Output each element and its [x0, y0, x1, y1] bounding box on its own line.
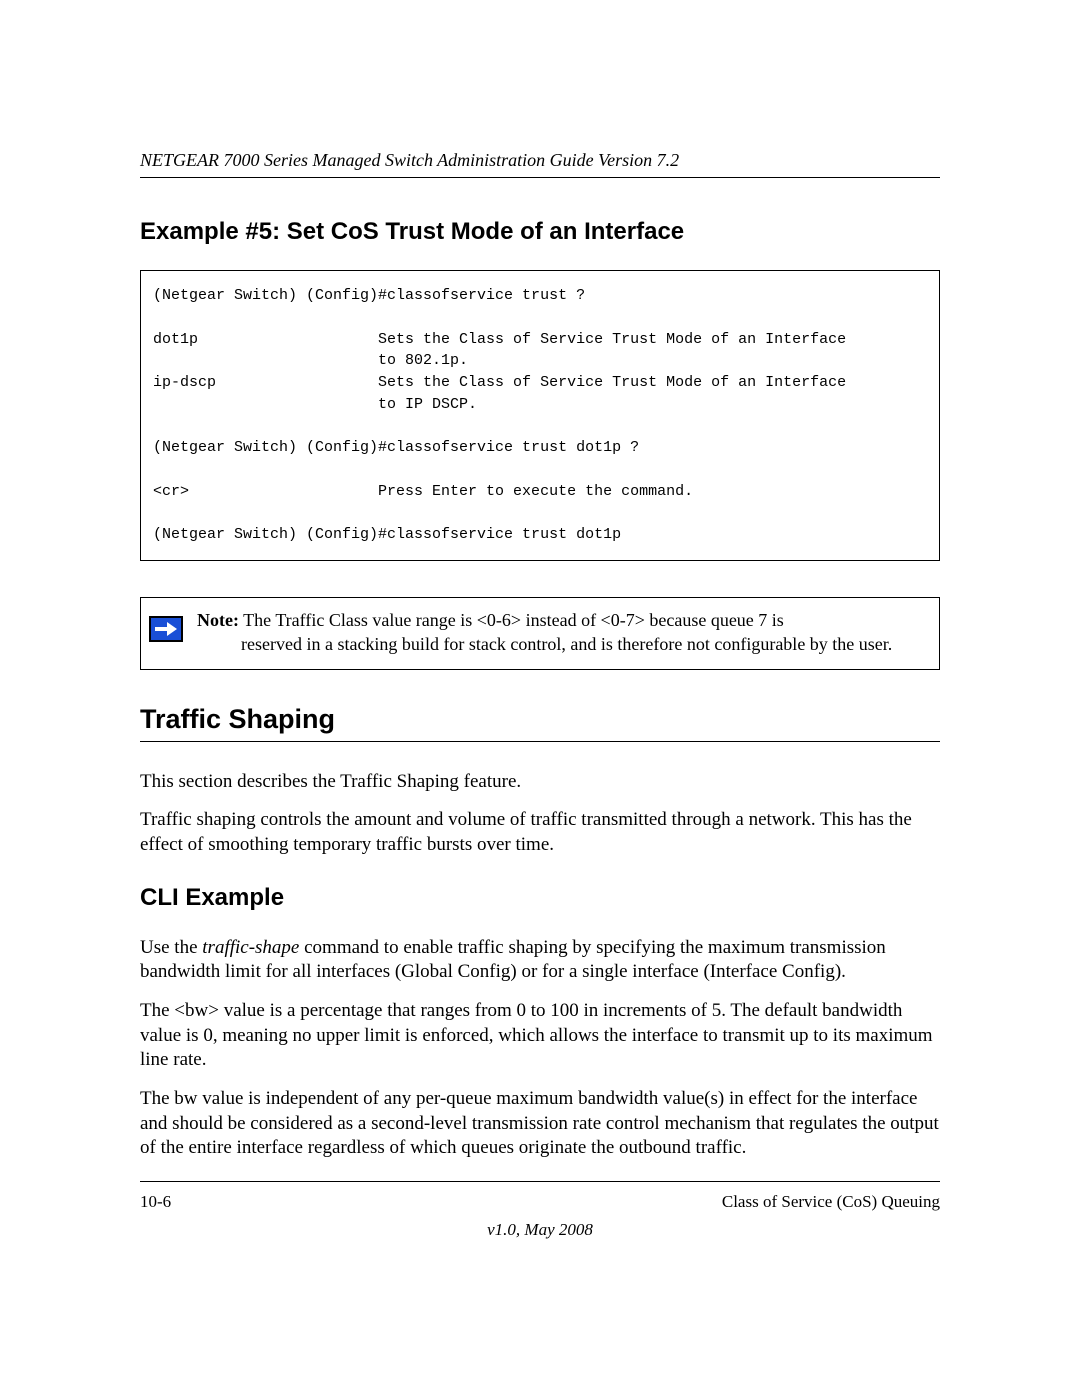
note-box: Note: The Traffic Class value range is <…	[140, 597, 940, 670]
cli-p1-ital: traffic-shape	[202, 937, 299, 958]
note-icon-cell	[141, 598, 191, 669]
example5-code-block: (Netgear Switch) (Config)#classofservice…	[140, 270, 940, 561]
footer-page-number: 10-6	[140, 1192, 171, 1212]
example5-heading: Example #5: Set CoS Trust Mode of an Int…	[140, 218, 940, 246]
traffic-shaping-heading: Traffic Shaping	[140, 704, 940, 742]
running-head: NETGEAR 7000 Series Managed Switch Admin…	[140, 150, 940, 178]
cli-example-p1: Use the traffic-shape command to enable …	[140, 936, 940, 985]
note-text: Note: The Traffic Class value range is <…	[191, 598, 939, 669]
cli-example-p3: The bw value is independent of any per-q…	[140, 1087, 940, 1161]
arrow-right-icon	[149, 616, 183, 642]
footer-section: Class of Service (CoS) Queuing	[722, 1192, 940, 1212]
cli-p1-pre: Use the	[140, 937, 202, 958]
footer: 10-6 Class of Service (CoS) Queuing	[140, 1181, 940, 1212]
footer-version: v1.0, May 2008	[140, 1220, 940, 1240]
note-label: Note:	[197, 610, 239, 630]
traffic-shaping-p2: Traffic shaping controls the amount and …	[140, 808, 940, 857]
cli-example-heading: CLI Example	[140, 884, 940, 912]
note-line1: The Traffic Class value range is <0-6> i…	[239, 610, 784, 630]
note-body: reserved in a stacking build for stack c…	[197, 632, 925, 656]
cli-example-p2: The <bw> value is a percentage that rang…	[140, 999, 940, 1073]
page: NETGEAR 7000 Series Managed Switch Admin…	[0, 0, 1080, 1397]
traffic-shaping-p1: This section describes the Traffic Shapi…	[140, 770, 940, 795]
